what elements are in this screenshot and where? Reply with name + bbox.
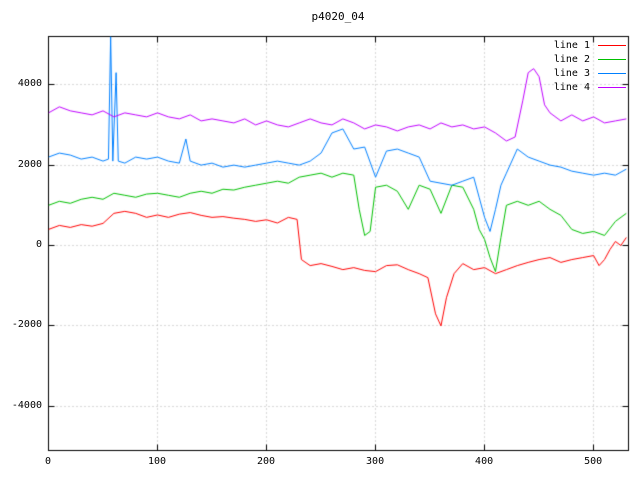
x-tick-label: 100 — [147, 456, 167, 467]
x-tick-label: 500 — [584, 456, 603, 467]
legend-item: line 4 — [554, 82, 626, 93]
legend-item: line 3 — [554, 68, 626, 79]
legend-item: line 1 — [554, 40, 626, 51]
legend-line-sample — [598, 73, 626, 74]
y-tick-label: 0 — [35, 239, 42, 250]
y-tick-label: 2000 — [17, 158, 42, 170]
y-tick-label: -2000 — [11, 319, 42, 331]
x-tick-label: 400 — [475, 456, 494, 467]
y-tick-label: -4000 — [11, 399, 42, 411]
y-tick-label: 4000 — [17, 78, 42, 90]
legend: line 1 line 2 line 3 line 4 — [554, 40, 626, 93]
legend-line-sample — [598, 59, 626, 60]
x-tick-label: 0 — [44, 456, 52, 467]
x-tick-label: 200 — [257, 456, 276, 467]
legend-label: line 4 — [553, 82, 590, 93]
legend-line-sample — [598, 45, 626, 46]
legend-item: line 2 — [554, 54, 626, 65]
legend-label: line 2 — [553, 54, 590, 65]
chart-title: p4020_04 — [311, 10, 365, 23]
legend-line-sample — [598, 87, 626, 88]
legend-label: line 1 — [553, 40, 590, 51]
x-tick-label: 300 — [366, 456, 385, 467]
legend-label: line 3 — [553, 68, 590, 79]
